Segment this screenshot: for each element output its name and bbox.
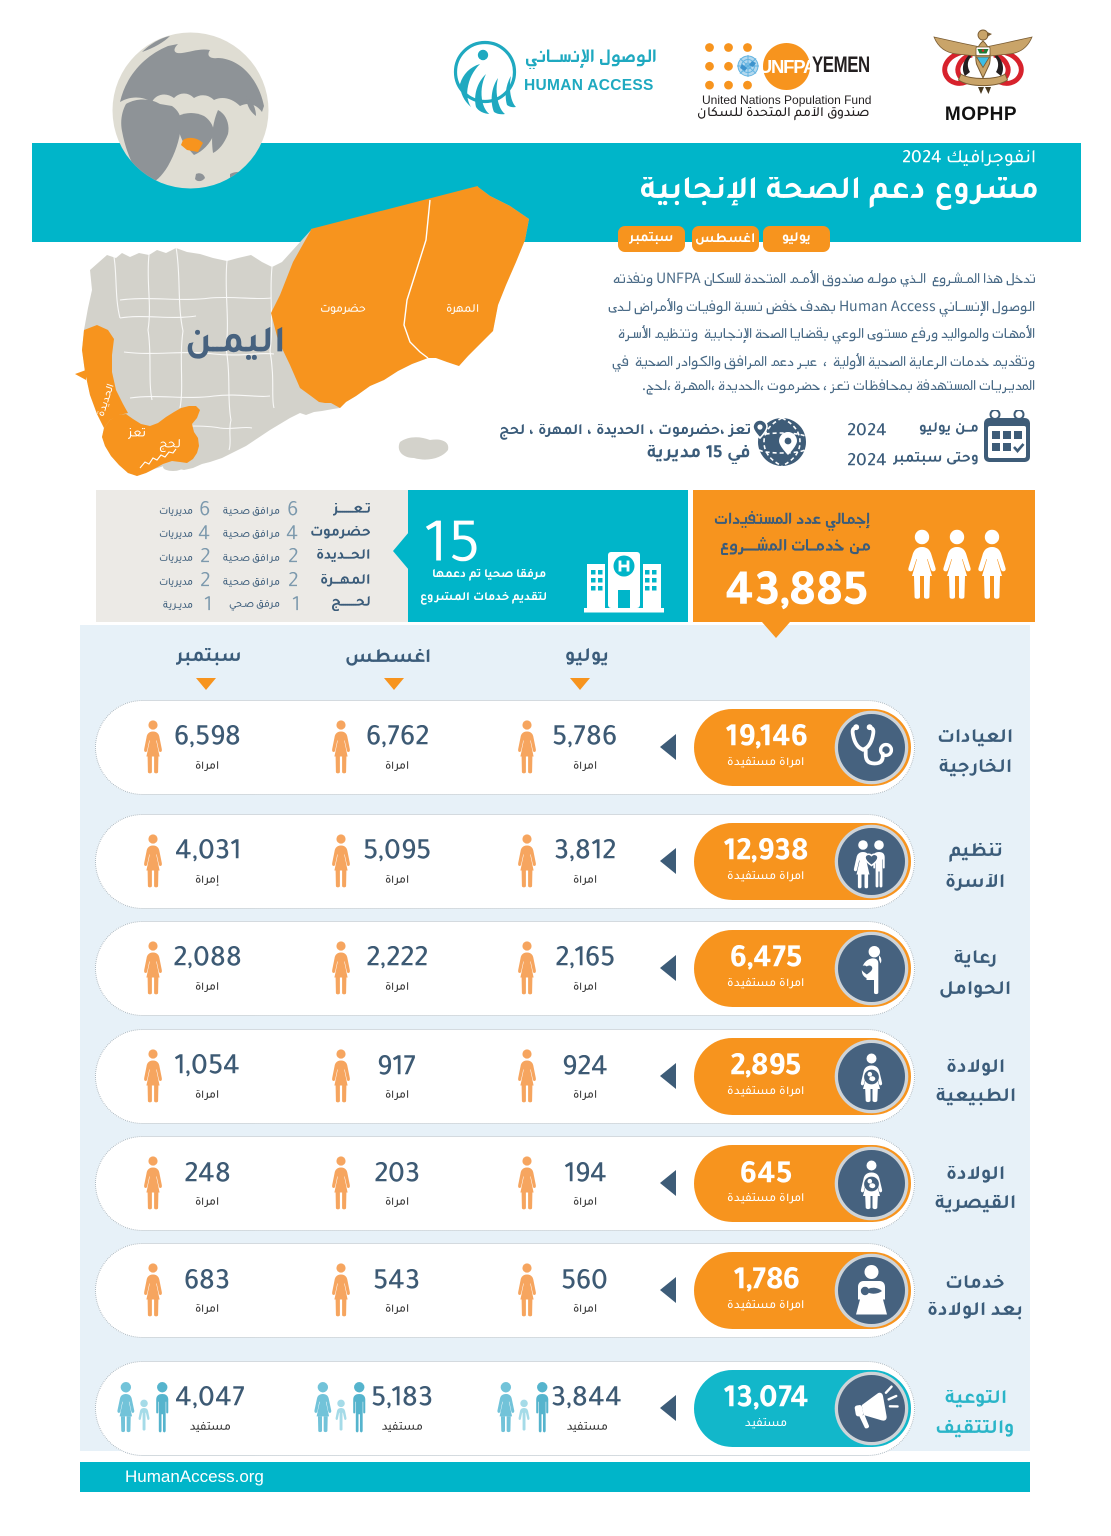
svg-text:UNFPA: UNFPA — [759, 56, 816, 77]
